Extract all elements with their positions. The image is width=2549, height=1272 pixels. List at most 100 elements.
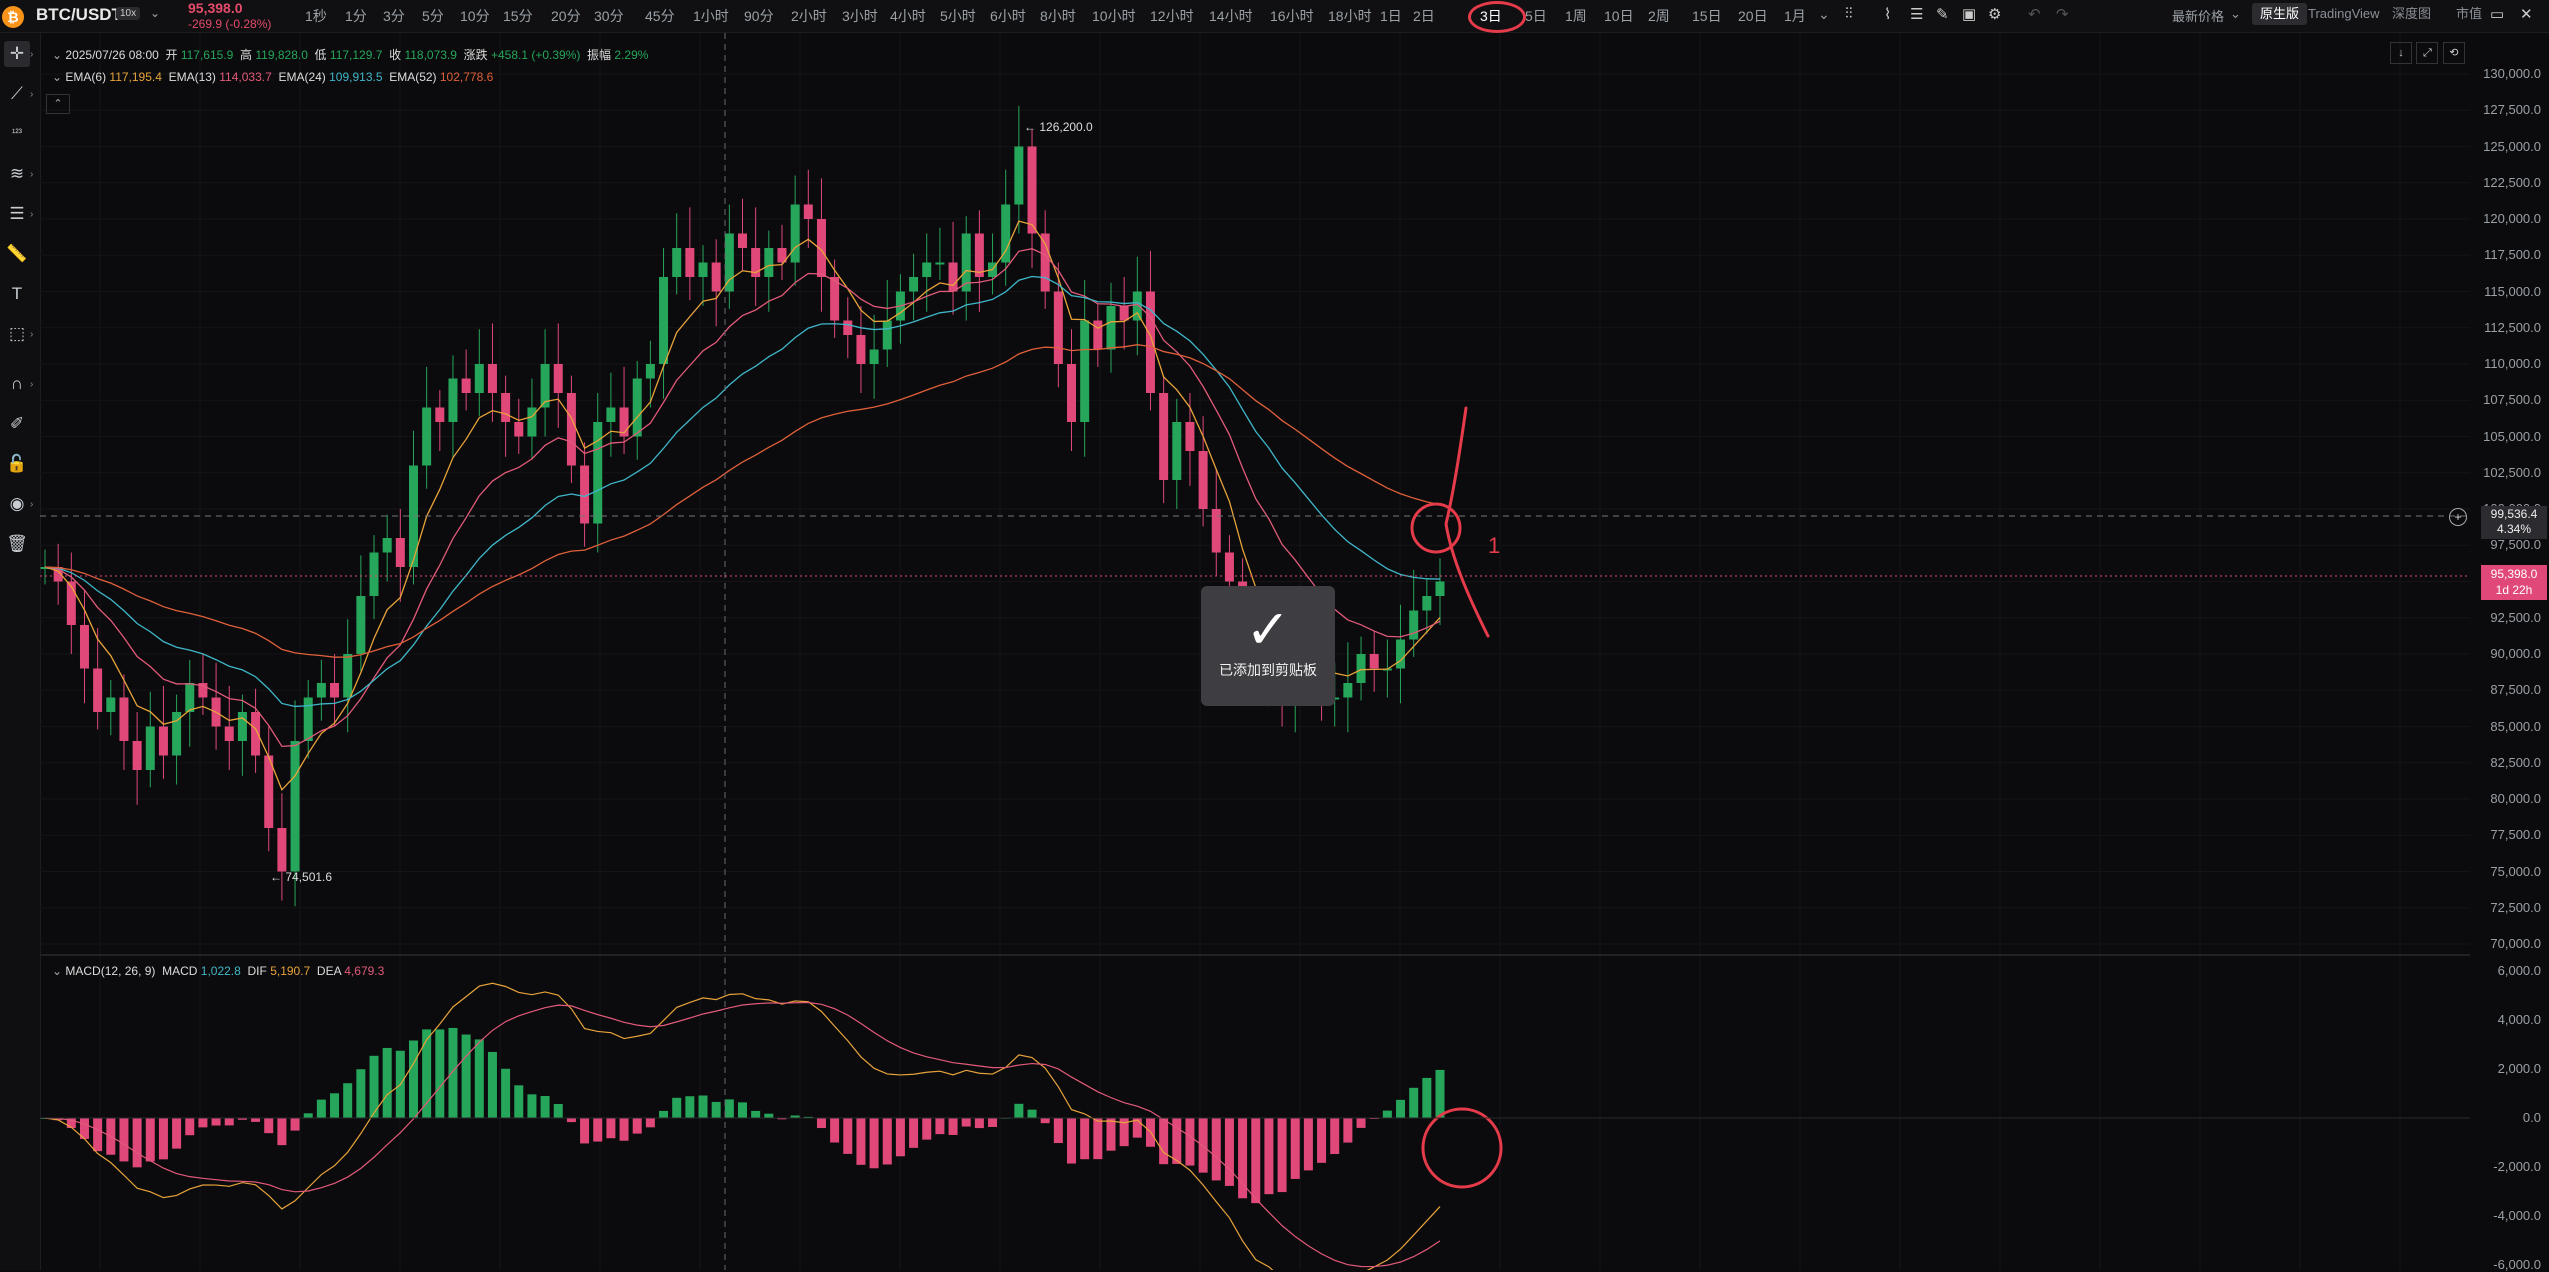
timeframe-2[interactable]: 3分 — [383, 8, 405, 24]
timeframe-23[interactable]: 2日 — [1413, 8, 1435, 24]
redo-icon[interactable]: ↷ — [2056, 6, 2069, 23]
timeframe-21[interactable]: 18小时 — [1328, 8, 1372, 24]
drawing-toolbar: ✛ ⟋ ¹²³ ≋ ☰ 📏 T ⬚ ∩ ✐ 🔓 ◉ 🗑 › › › › › › … — [0, 33, 41, 1270]
current-price-label: 95,398.0 1d 22h — [2481, 565, 2547, 600]
macd-bar — [53, 1118, 63, 1121]
price-axis[interactable]: 130,000.0 127,500.0 125,000.0 122,500.0 120,… — [2471, 33, 2549, 1270]
chevron-right-icon[interactable]: › — [30, 379, 34, 390]
timeframe-8[interactable]: 45分 — [645, 8, 675, 24]
timeframe-29[interactable]: 15日 — [1692, 8, 1722, 24]
timeframe-22[interactable]: 1日 — [1380, 8, 1402, 24]
fib-icon[interactable]: ≋ — [9, 164, 25, 183]
macd-bar — [277, 1118, 287, 1146]
chevron-right-icon[interactable]: › — [30, 89, 34, 100]
indicator-icon[interactable]: ⫶⫶ — [1845, 5, 1853, 22]
expand-icon[interactable]: ⤢ — [2416, 42, 2439, 64]
macd-bar — [290, 1118, 300, 1131]
macd-bar — [1317, 1118, 1327, 1163]
chevron-down-icon[interactable]: ⌄ — [150, 6, 161, 20]
timeframe-10[interactable]: 90分 — [744, 8, 774, 24]
timeframe-15[interactable]: 6小时 — [990, 8, 1026, 24]
timeframe-17[interactable]: 10小时 — [1092, 8, 1136, 24]
chevron-down-icon[interactable]: ⌄ — [1818, 6, 1830, 22]
chevron-right-icon[interactable]: › — [30, 209, 34, 220]
chevron-down-icon[interactable]: ⌄ — [2230, 6, 2241, 21]
dea-value: 4,679.3 — [344, 964, 385, 978]
counter-icon[interactable]: ¹²³ — [12, 128, 22, 139]
undo-icon[interactable]: ↶ — [2028, 6, 2041, 23]
timeframe-31[interactable]: 1月 — [1784, 8, 1806, 24]
crosshair-add-icon[interactable]: + — [2449, 508, 2467, 526]
trendline-icon[interactable]: ⟋ — [11, 84, 23, 103]
timeframe-20[interactable]: 16小时 — [1270, 8, 1314, 24]
timeframe-11[interactable]: 2小时 — [791, 8, 827, 24]
timeframe-30[interactable]: 20日 — [1738, 8, 1768, 24]
shape-icon[interactable]: ⬚ — [8, 324, 26, 343]
view-tab-3[interactable]: 市值 — [2456, 6, 2483, 21]
timeframe-12[interactable]: 3小时 — [842, 8, 878, 24]
timeframe-9[interactable]: 1小时 — [693, 8, 729, 24]
timeframe-0[interactable]: 1秒 — [305, 8, 327, 24]
brush-icon[interactable]: ✐ — [9, 414, 25, 433]
macd-bar — [487, 1051, 497, 1118]
timeframe-26[interactable]: 1周 — [1565, 8, 1587, 24]
timeframe-27[interactable]: 10日 — [1604, 8, 1634, 24]
chevron-down-icon[interactable]: ⌄ — [52, 70, 66, 84]
price-tick: 87,500.0 — [2490, 682, 2541, 698]
camera-icon[interactable]: ▣ — [1962, 6, 1977, 23]
timeframe-25[interactable]: 5日 — [1525, 8, 1547, 24]
ruler-icon[interactable]: 📏 — [6, 244, 28, 263]
annotation-arrow-stroke — [1444, 406, 1490, 638]
view-tab-2[interactable]: 深度图 — [2392, 6, 2432, 21]
candle-body — [816, 219, 826, 277]
pattern-icon[interactable]: ☰ — [9, 204, 25, 223]
text-icon[interactable]: T — [11, 284, 23, 303]
candle-body — [382, 538, 392, 553]
chevron-right-icon[interactable]: › — [30, 169, 34, 180]
timeframe-19[interactable]: 14小时 — [1209, 8, 1253, 24]
window-icon[interactable]: ▭ — [2490, 6, 2505, 23]
magnet-icon[interactable]: ∩ — [10, 374, 24, 393]
ema24-value: 109,913.5 — [329, 70, 383, 84]
timeframe-18[interactable]: 12小时 — [1150, 8, 1194, 24]
candle-body — [1356, 654, 1366, 683]
trash-icon[interactable]: 🗑 — [6, 534, 28, 553]
chevron-right-icon[interactable]: › — [30, 329, 34, 340]
chevron-down-icon[interactable]: ⌄ — [52, 964, 66, 978]
price-mode-select[interactable]: 最新价格 — [2172, 9, 2225, 24]
candle-body — [645, 364, 655, 379]
collapse-legend-button[interactable]: ⌃ — [46, 94, 70, 114]
view-tab-0[interactable]: 原生版 — [2252, 3, 2308, 25]
timeframe-24[interactable]: 3日 — [1480, 8, 1502, 24]
annotation-number: 1 — [1488, 533, 1500, 558]
timeframe-28[interactable]: 2周 — [1648, 8, 1670, 24]
draw-icon[interactable]: ✎ — [1936, 6, 1949, 23]
timeframe-1[interactable]: 1分 — [345, 8, 367, 24]
close-icon[interactable]: ✕ — [2520, 6, 2533, 23]
price-tick: 127,500.0 — [2483, 102, 2541, 118]
timeframe-13[interactable]: 4小时 — [890, 8, 926, 24]
candle-body — [869, 349, 879, 364]
chart-style-icon[interactable]: ⌇ — [1884, 6, 1892, 23]
timeframe-7[interactable]: 30分 — [594, 8, 624, 24]
candle-body — [172, 712, 182, 756]
chevron-right-icon[interactable]: › — [30, 499, 34, 510]
timeframe-6[interactable]: 20分 — [551, 8, 581, 24]
arrow-down-icon[interactable]: ↓ — [2390, 42, 2412, 64]
gear-icon[interactable]: ⚙ — [1988, 6, 2002, 23]
timeframe-16[interactable]: 8小时 — [1040, 8, 1076, 24]
lock-icon[interactable]: 🔓 — [6, 454, 28, 473]
macd-bar — [1382, 1110, 1392, 1118]
timeframe-4[interactable]: 10分 — [460, 8, 490, 24]
timeframe-5[interactable]: 15分 — [503, 8, 533, 24]
crosshair-icon[interactable]: ✛ — [4, 41, 30, 67]
timeframe-3[interactable]: 5分 — [422, 8, 444, 24]
refresh-icon[interactable]: ⟲ — [2442, 42, 2465, 64]
pair-name[interactable]: BTC/USDT — [36, 5, 122, 24]
timeframe-14[interactable]: 5小时 — [940, 8, 976, 24]
chevron-right-icon[interactable]: › — [30, 49, 34, 60]
view-tab-1[interactable]: TradingView — [2308, 6, 2380, 21]
eye-icon[interactable]: ◉ — [9, 494, 25, 513]
list-icon[interactable]: ☰ — [1910, 6, 1924, 23]
